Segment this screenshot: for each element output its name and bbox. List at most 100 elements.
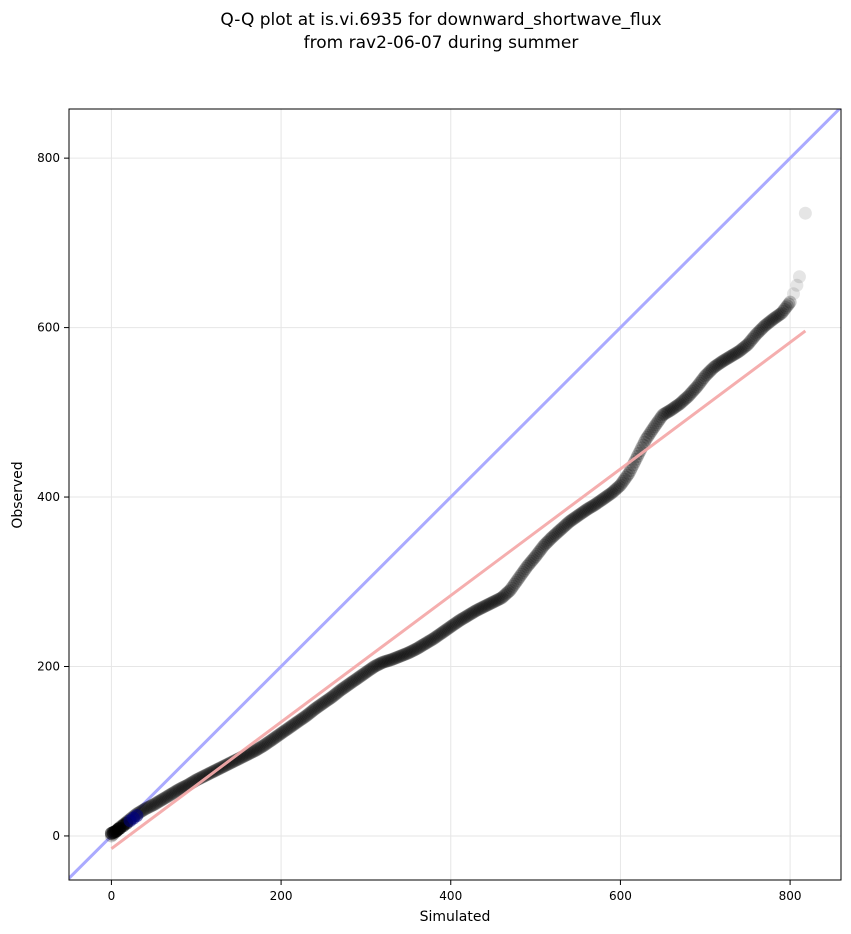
quantile-point-470	[769, 310, 783, 324]
quantile-point-281	[502, 585, 516, 599]
grid-lines	[69, 109, 841, 880]
quantile-point-205	[394, 649, 408, 663]
quantile-point-316	[551, 525, 565, 539]
quantile-point-361	[615, 476, 629, 490]
quantile-point-253	[462, 608, 476, 622]
quantile-point-392	[659, 406, 673, 420]
quantile-point-178	[356, 667, 370, 681]
quantile-point-390	[656, 408, 670, 422]
quantile-point-160	[331, 685, 345, 699]
quantile-point-356	[608, 483, 622, 497]
quantile-point-362	[616, 474, 630, 488]
quantile-point-166	[339, 679, 353, 693]
quantile-point-105	[253, 741, 267, 755]
quantile-point-51	[177, 780, 191, 794]
quantile-point-326	[565, 513, 579, 527]
quantile-point-353	[604, 487, 618, 501]
quantile-point-365	[620, 468, 634, 482]
quantile-point-145	[309, 701, 323, 715]
quantile-point-399	[669, 400, 683, 414]
quantile-point-261	[473, 601, 487, 615]
quantile-point-423	[703, 365, 717, 379]
quantile-point-327	[567, 512, 581, 526]
quantile-point-50	[175, 781, 189, 795]
quantile-point-339	[584, 500, 598, 514]
quantile-point-457	[751, 326, 765, 340]
quantile-point-453	[745, 332, 759, 346]
quantile-point-32	[150, 796, 164, 810]
quantile-point-296	[523, 556, 537, 570]
quantile-point-351	[601, 489, 615, 503]
quantile-point-173	[349, 672, 363, 686]
quantile-point-125	[281, 721, 295, 735]
quantile-point-317	[553, 524, 567, 538]
quantile-point-402	[673, 397, 687, 411]
quantile-point-287	[510, 573, 524, 587]
y-tick-label-3: 600	[37, 321, 60, 335]
quantile-point-254	[464, 607, 478, 621]
quantile-point-150	[317, 696, 331, 710]
quantile-point-405	[677, 393, 691, 407]
quantile-point-352	[602, 488, 616, 502]
quantile-point-298	[526, 553, 540, 567]
quantile-point-158	[328, 688, 342, 702]
quantile-point-97	[242, 747, 256, 761]
quantile-point-185	[366, 660, 380, 674]
quantile-point-142	[305, 704, 319, 718]
quantile-point-114	[266, 732, 280, 746]
quantile-point-168	[342, 677, 356, 691]
quantile-point-196	[382, 654, 396, 668]
y-tick-label-0: 0	[52, 829, 60, 843]
x-tick-label-4: 800	[779, 889, 802, 903]
quantile-point-226	[424, 633, 438, 647]
quantile-point-418	[695, 373, 709, 387]
quantile-point-134	[294, 713, 308, 727]
quantile-point-170	[345, 675, 359, 689]
quantile-point-474	[775, 306, 789, 320]
quantile-point-321	[558, 518, 572, 532]
quantile-point-363	[618, 472, 632, 486]
quantile-point-40	[161, 789, 175, 803]
quantile-point-132	[291, 715, 305, 729]
quantile-point-157	[326, 689, 340, 703]
y-axis-label: Observed	[10, 461, 26, 528]
quantile-point-300	[529, 549, 543, 563]
quantile-point-289	[513, 569, 527, 583]
quantile-point-303	[533, 544, 547, 558]
quantile-point-426	[707, 360, 721, 374]
quantile-point-459	[753, 323, 767, 337]
quantile-point-244	[449, 616, 463, 630]
quantile-point-182	[362, 663, 376, 677]
quantile-point-387	[652, 414, 666, 428]
quantile-point-364	[619, 470, 633, 484]
quantile-point-355	[606, 485, 620, 499]
quantile-point-99	[244, 745, 258, 759]
quantile-point-41	[162, 788, 176, 802]
quantile-point-286	[509, 575, 523, 589]
quantile-point-269	[485, 596, 499, 610]
quantile-point-198	[384, 653, 398, 667]
quantile-point-462	[758, 319, 772, 333]
quantile-point-421	[700, 367, 714, 381]
quantile-point-133	[292, 714, 306, 728]
quantile-point-346	[594, 494, 608, 508]
quantile-point-290	[514, 567, 528, 581]
quantile-point-315	[550, 526, 564, 540]
quantile-point-398	[667, 401, 681, 415]
quantile-point-208	[399, 647, 413, 661]
quantile-point-370	[628, 455, 642, 469]
quantile-point-143	[307, 703, 321, 717]
quantile-point-337	[581, 502, 595, 516]
x-axis-label: Simulated	[420, 909, 491, 925]
tail-point-0	[786, 287, 800, 301]
quantile-point-138	[300, 709, 314, 723]
quantile-point-467	[765, 313, 779, 327]
quantile-point-220	[415, 638, 429, 652]
quantile-point-312	[546, 530, 560, 544]
quantile-point-311	[544, 531, 558, 545]
quantile-point-30	[147, 798, 161, 812]
quantile-point-272	[489, 594, 503, 608]
quantile-point-104	[251, 742, 265, 756]
quantile-point-323	[561, 516, 575, 530]
quantile-point-228	[427, 632, 441, 646]
